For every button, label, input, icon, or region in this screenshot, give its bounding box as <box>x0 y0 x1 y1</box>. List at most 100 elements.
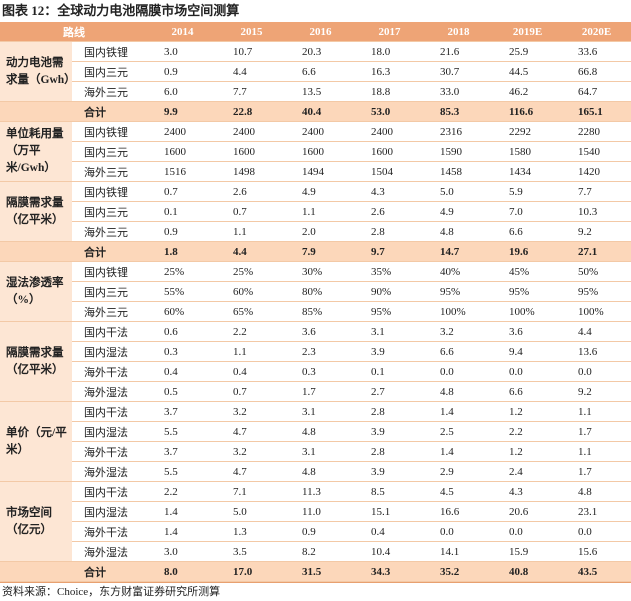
cell-value: 0.3 <box>286 361 355 382</box>
row-name: 国内湿法 <box>72 421 148 442</box>
cell-value: 0.7 <box>217 381 286 402</box>
cell-value: 3.2 <box>424 321 493 342</box>
cell-value: 6.6 <box>493 381 562 402</box>
cell-value: 1600 <box>148 141 217 162</box>
cell-value: 1516 <box>148 161 217 182</box>
cell-value: 3.9 <box>355 461 424 482</box>
cell-value: 95% <box>355 301 424 322</box>
cell-value: 6.6 <box>286 61 355 82</box>
cell-value: 1.7 <box>562 461 631 482</box>
cell-value: 2.6 <box>355 201 424 222</box>
cell-value: 0.0 <box>424 521 493 542</box>
table-row: 国内三元 1600 1600 1600 1600 1590 1580 1540 <box>0 141 631 162</box>
cell-value: 18.8 <box>355 81 424 102</box>
cell-value: 3.7 <box>148 441 217 462</box>
column-header: 2020E <box>562 22 631 42</box>
row-name: 国内湿法 <box>72 341 148 362</box>
cell-value: 2.9 <box>424 461 493 482</box>
total-name: 合计 <box>72 561 148 582</box>
cell-value: 3.6 <box>493 321 562 342</box>
cell-value: 0.1 <box>355 361 424 382</box>
cell-value: 0.7 <box>217 201 286 222</box>
cell-value: 80% <box>286 281 355 302</box>
table-row: 海外干法 3.7 3.2 3.1 2.8 1.4 1.2 1.1 <box>0 441 631 462</box>
cell-value: 4.3 <box>355 181 424 202</box>
cell-value: 1.2 <box>493 401 562 422</box>
source-note: 资料来源：Choice，东方财富证券研究所测算 <box>0 582 631 601</box>
cell-value: 16.6 <box>424 501 493 522</box>
cell-value: 2400 <box>217 121 286 142</box>
total-value: 53.0 <box>355 101 424 122</box>
cell-value: 1498 <box>217 161 286 182</box>
row-name: 国内三元 <box>72 281 148 302</box>
cell-value: 35% <box>355 261 424 282</box>
group-label: 动力电池需求量（Gwh） <box>0 41 72 102</box>
cell-value: 0.4 <box>148 361 217 382</box>
cell-value: 2400 <box>286 121 355 142</box>
cell-value: 5.0 <box>217 501 286 522</box>
cell-value: 2.3 <box>286 341 355 362</box>
cell-value: 2.2 <box>217 321 286 342</box>
cell-value: 14.1 <box>424 541 493 562</box>
cell-value: 0.9 <box>148 61 217 82</box>
row-name: 国内铁锂 <box>72 41 148 62</box>
cell-value: 25% <box>217 261 286 282</box>
total-value: 40.4 <box>286 101 355 122</box>
cell-value: 95% <box>424 281 493 302</box>
cell-value: 1600 <box>286 141 355 162</box>
row-name: 国内干法 <box>72 481 148 502</box>
total-row: 合计 8.0 17.0 31.5 34.3 35.2 40.8 43.5 <box>0 561 631 582</box>
cell-value: 13.5 <box>286 81 355 102</box>
cell-value: 3.1 <box>355 321 424 342</box>
table-row: 国内三元 55% 60% 80% 90% 95% 95% 95% <box>0 281 631 302</box>
cell-value: 1.4 <box>148 501 217 522</box>
row-name: 国内铁锂 <box>72 121 148 142</box>
cell-value: 13.6 <box>562 341 631 362</box>
cell-value: 0.7 <box>148 181 217 202</box>
row-name: 国内铁锂 <box>72 261 148 282</box>
cell-value: 3.9 <box>355 341 424 362</box>
column-header: 2019E <box>493 22 562 42</box>
row-name: 海外三元 <box>72 81 148 102</box>
row-name: 国内干法 <box>72 321 148 342</box>
cell-value: 33.0 <box>424 81 493 102</box>
cell-value: 7.1 <box>217 481 286 502</box>
row-name: 海外干法 <box>72 361 148 382</box>
cell-value: 2316 <box>424 121 493 142</box>
cell-value: 9.2 <box>562 381 631 402</box>
cell-value: 0.4 <box>217 361 286 382</box>
cell-value: 3.7 <box>148 401 217 422</box>
total-value: 17.0 <box>217 561 286 582</box>
title: 图表 12：全球动力电池隔膜市场空间测算 <box>2 3 240 18</box>
cell-value: 3.2 <box>217 401 286 422</box>
cell-value: 2.8 <box>355 221 424 242</box>
cell-value: 10.4 <box>355 541 424 562</box>
header-row: 路线 2014 2015 2016 2017 2018 2019E 2020E <box>0 22 631 42</box>
total-row: 合计 1.8 4.4 7.9 9.7 14.7 19.6 27.1 <box>0 241 631 262</box>
cell-value: 30.7 <box>424 61 493 82</box>
cell-value: 4.7 <box>217 461 286 482</box>
cell-value: 1.7 <box>286 381 355 402</box>
cell-value: 21.6 <box>424 41 493 62</box>
cell-value: 4.3 <box>493 481 562 502</box>
cell-value: 2.6 <box>217 181 286 202</box>
cell-value: 25% <box>148 261 217 282</box>
cell-value: 100% <box>493 301 562 322</box>
column-header: 2015 <box>217 22 286 42</box>
column-header: 2016 <box>286 22 355 42</box>
row-name: 海外湿法 <box>72 541 148 562</box>
table-row: 海外三元 6.0 7.7 13.5 18.8 33.0 46.2 64.7 <box>0 81 631 102</box>
cell-value: 9.4 <box>493 341 562 362</box>
cell-value: 2.8 <box>355 441 424 462</box>
cell-value: 7.7 <box>562 181 631 202</box>
cell-value: 65% <box>217 301 286 322</box>
cell-value: 2.0 <box>286 221 355 242</box>
cell-value: 9.2 <box>562 221 631 242</box>
row-name: 国内三元 <box>72 141 148 162</box>
group-label: 单位耗用量（万平米/Gwh） <box>0 121 72 182</box>
cell-value: 6.6 <box>493 221 562 242</box>
column-header: 2014 <box>148 22 217 42</box>
total-value: 1.8 <box>148 241 217 262</box>
cell-value: 3.1 <box>286 401 355 422</box>
cell-value: 3.9 <box>355 421 424 442</box>
